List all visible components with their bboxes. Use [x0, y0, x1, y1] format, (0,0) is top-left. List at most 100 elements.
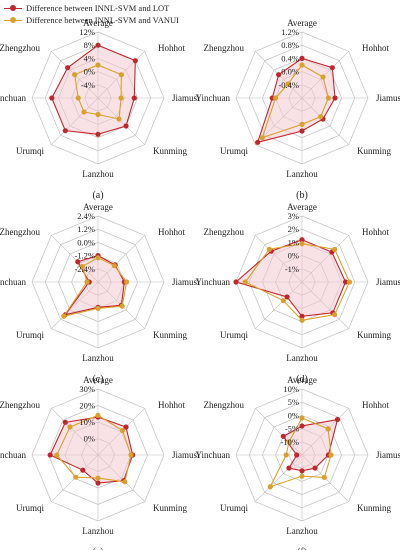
- data-point: [299, 473, 305, 479]
- axis-label: Urumqi: [16, 330, 44, 340]
- axis-label: Kunming: [153, 503, 188, 513]
- data-point: [128, 452, 134, 458]
- tick-label: -4%: [81, 80, 95, 90]
- tick-label: 10%: [283, 384, 299, 394]
- tick-label: 2%: [288, 224, 299, 234]
- data-point: [320, 74, 326, 80]
- data-point: [267, 484, 273, 490]
- axis-label: Kunming: [153, 146, 188, 156]
- panel-label: (c): [92, 374, 103, 385]
- series-fill: [50, 417, 133, 484]
- axis-label: Yinchuan: [0, 93, 26, 103]
- data-point: [284, 294, 290, 300]
- tick-label: 0%: [288, 251, 299, 261]
- tick-label: -5%: [285, 424, 299, 434]
- legend-label-vanui: Difference between INNL-SVM and VANUI: [26, 15, 179, 25]
- data-point: [61, 313, 67, 319]
- axis-label: Jiamusi: [376, 277, 400, 287]
- axis-label: Kunming: [357, 146, 392, 156]
- data-point: [283, 452, 289, 458]
- radar-panel: -2.4%-1.2%0.0%1.2%2.4%AverageHohhotJiamu…: [0, 202, 200, 385]
- legend-item-vanui: Difference between INNL-SVM and VANUI: [4, 14, 179, 26]
- radar-panel: 0% 10% 20% 30%Average Hohhot Jiamusi Kunming La…: [0, 375, 200, 550]
- axis-label: Average: [287, 375, 317, 385]
- axis-label: Hohhot: [362, 43, 389, 53]
- axis-label: Jiamusi: [172, 450, 200, 460]
- panel-label: (a): [92, 190, 103, 201]
- data-point: [325, 95, 331, 101]
- axis-label: Yinchuan: [0, 277, 26, 287]
- data-point: [111, 263, 117, 269]
- data-point: [285, 81, 291, 87]
- data-point: [299, 237, 305, 243]
- tick-label: 30%: [79, 384, 95, 394]
- tick-label: -0.4%: [278, 80, 299, 90]
- tick-label: 0.0%: [281, 67, 299, 77]
- tick-label: 2.4%: [77, 211, 95, 221]
- data-point: [332, 246, 338, 252]
- data-point: [334, 416, 341, 423]
- axis-label: Hohhot: [158, 227, 185, 237]
- data-point: [299, 121, 305, 127]
- axis-label: Lanzhou: [82, 353, 114, 363]
- data-point: [54, 452, 60, 458]
- data-point: [95, 62, 101, 68]
- axis-label: Zhengzhou: [204, 227, 245, 237]
- panel-label: (e): [92, 547, 103, 550]
- data-point: [119, 427, 126, 434]
- tick-label: 5%: [288, 397, 299, 407]
- data-point: [255, 139, 261, 145]
- data-point: [80, 467, 86, 473]
- legend: Difference between INNL-SVM and LOT Diff…: [4, 2, 179, 26]
- data-point: [329, 65, 335, 71]
- axis-label: Average: [83, 375, 113, 385]
- data-point: [122, 479, 128, 485]
- tick-label: 12%: [79, 27, 95, 37]
- data-point: [67, 424, 73, 430]
- data-point: [276, 72, 282, 78]
- data-point: [299, 241, 305, 247]
- series-fill: [65, 255, 125, 315]
- data-point: [72, 72, 78, 78]
- data-point: [328, 452, 334, 458]
- axis-label: Lanzhou: [286, 526, 318, 536]
- data-point: [95, 42, 101, 48]
- tick-label: 1.2%: [77, 224, 95, 234]
- data-point: [286, 465, 292, 471]
- tick-label: -10%: [281, 437, 299, 447]
- data-point: [299, 62, 305, 68]
- data-point: [299, 468, 305, 474]
- tick-label: 4%: [84, 53, 95, 63]
- data-point: [299, 317, 305, 323]
- axis-label: Lanzhou: [286, 169, 318, 179]
- data-point: [116, 116, 122, 122]
- series-fill: [283, 419, 338, 471]
- axis-label: Average: [83, 18, 113, 28]
- series-fill: [51, 45, 136, 135]
- data-point: [259, 135, 265, 141]
- axis-label: Urumqi: [16, 146, 44, 156]
- data-point: [119, 303, 125, 309]
- tick-label: 3%: [288, 211, 299, 221]
- axis-label: Yinchuan: [196, 450, 231, 460]
- axis-label: Jiamusi: [172, 93, 200, 103]
- axis-label: Hohhot: [158, 400, 185, 410]
- axis-label: Yinchuan: [0, 450, 26, 460]
- data-point: [95, 480, 101, 486]
- data-point: [299, 423, 305, 429]
- data-point: [131, 95, 137, 101]
- axis-label: Zhengzhou: [0, 43, 40, 53]
- panel-label: (d): [296, 374, 308, 385]
- data-point: [321, 474, 328, 481]
- tick-label: 0%: [288, 410, 299, 420]
- data-point: [266, 246, 272, 252]
- data-point: [95, 111, 101, 118]
- data-point: [62, 419, 68, 425]
- data-point: [123, 123, 129, 129]
- data-point: [95, 412, 101, 418]
- data-point: [95, 305, 101, 311]
- tick-label: 0.4%: [281, 53, 299, 63]
- axis-label: Zhengzhou: [204, 43, 245, 53]
- axis-label: Urumqi: [220, 146, 248, 156]
